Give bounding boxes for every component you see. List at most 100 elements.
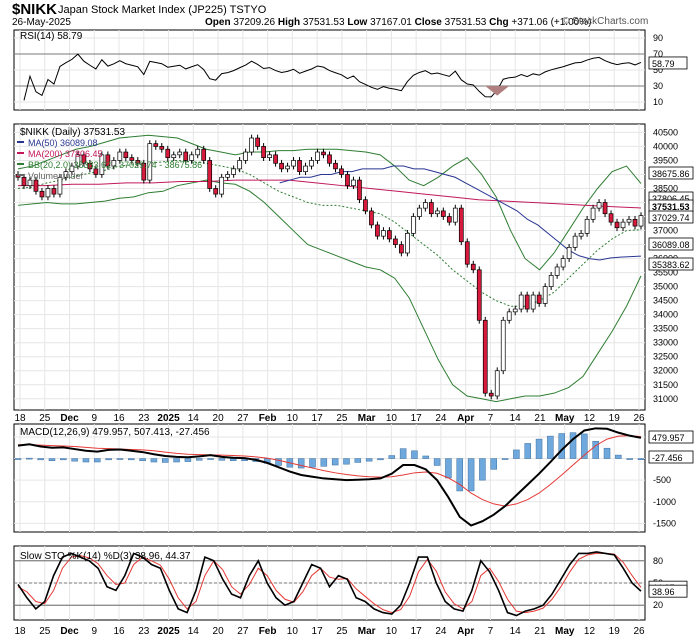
candle-body <box>369 210 374 226</box>
legend-entry: Volume undef <box>28 171 84 181</box>
macd-histogram-bar <box>377 458 384 461</box>
candle-body <box>393 238 398 245</box>
macd-histogram-bar <box>399 448 407 459</box>
candle-body <box>482 319 488 394</box>
macd-histogram-bar <box>94 458 101 463</box>
x-tick-label: 2025 <box>157 626 180 637</box>
candle-body <box>273 154 278 164</box>
legend-entry: MA(200) 37806.45 <box>28 149 103 159</box>
macd-histogram-bar <box>365 458 373 462</box>
macd-histogram-bar <box>388 455 396 459</box>
macd-histogram-bar <box>82 458 90 463</box>
y-tick-label: -1500 <box>653 518 676 528</box>
x-tick-label: Mar <box>358 413 376 424</box>
macd-histogram-bar <box>37 458 44 461</box>
x-tick-label: 9 <box>91 413 97 424</box>
x-tick-label: 18 <box>14 413 26 424</box>
candle-body <box>428 202 434 215</box>
y-tick-label: 31000 <box>653 394 678 404</box>
x-tick-label: 25 <box>39 626 51 637</box>
price-value-box <box>648 166 694 180</box>
x-tick-label: 7 <box>488 626 494 637</box>
candle-body <box>584 218 590 234</box>
candle-body <box>33 179 39 192</box>
open-value: 37209.26 <box>233 17 276 28</box>
candle-body <box>506 311 512 321</box>
x-tick-label: 21 <box>534 626 546 637</box>
macd-value-box <box>648 430 694 444</box>
macd-title: MACD(12,26,9) 479.957, 507.413, -27.456 <box>20 427 210 438</box>
candle-body <box>123 151 129 158</box>
candle-body <box>153 143 159 147</box>
macd-histogram-bar <box>60 458 67 461</box>
candle-body <box>476 269 482 321</box>
candle-body <box>135 160 141 164</box>
candle-body <box>27 179 33 187</box>
macd-histogram-bar <box>637 458 645 460</box>
x-tick-label: May <box>555 626 575 637</box>
legend-swatch <box>17 174 24 176</box>
y-tick-label: 32500 <box>653 352 678 362</box>
candle-body <box>195 148 201 156</box>
candle-body <box>99 154 105 175</box>
sto-k-line <box>17 551 642 617</box>
x-tick-label: Dec <box>60 413 79 424</box>
macd-histogram-bar <box>331 458 339 466</box>
macd-histogram-bar <box>184 458 192 462</box>
candle-body <box>237 160 242 170</box>
macd-histogram-bar <box>14 458 22 460</box>
candle-body <box>405 233 410 254</box>
legend-swatch <box>17 141 24 143</box>
macd-histogram-bar <box>581 433 588 459</box>
x-tick-label: May <box>555 413 575 424</box>
exchange: TSTYO <box>229 4 267 16</box>
macd-histogram-bar <box>229 458 237 461</box>
macd-histogram-bar <box>297 458 305 469</box>
candle-body <box>602 202 608 215</box>
x-tick-label: 9 <box>91 626 97 637</box>
candle-body <box>620 221 626 229</box>
legend-entry: BB(20,2.0) 35383.62 - 37029.74 - 38675.8… <box>28 160 202 170</box>
chg-value: +371.06 (+1.00%) <box>511 17 592 28</box>
candle-body <box>141 162 147 181</box>
x-tick-label: 19 <box>609 626 621 637</box>
macd-line <box>17 427 642 527</box>
candle-body <box>165 148 171 158</box>
x-tick-label: 18 <box>14 626 26 637</box>
candle-body <box>464 241 470 265</box>
x-tick-label: 19 <box>609 413 621 424</box>
macd-histogram-bar <box>433 458 441 466</box>
x-tick-label: 24 <box>435 413 447 424</box>
candle-body <box>321 151 326 156</box>
y-tick-label: 40000 <box>653 141 678 151</box>
price-value-label: 37029.74 <box>652 213 690 223</box>
rsi-oversold-fill <box>485 86 510 96</box>
macd-value-label: -27.456 <box>652 453 683 463</box>
macd-histogram-bar <box>207 458 214 460</box>
x-tick-label: 10 <box>386 413 398 424</box>
x-tick-label: 24 <box>435 626 447 637</box>
sto-value-label: 38.96 <box>652 587 675 597</box>
macd-histogram-bar <box>592 441 599 459</box>
y-tick-label: 31500 <box>653 380 678 390</box>
candle-body <box>45 188 51 198</box>
open-label: Open <box>205 17 231 28</box>
x-tick-label: 10 <box>287 626 299 637</box>
y-tick-label: 90 <box>653 33 663 43</box>
rsi-title: RSI(14) 58.79 <box>20 31 83 42</box>
instrument-name: Japan Stock Market Index (JP225) TSTYO <box>58 4 266 16</box>
candle-body <box>339 168 344 175</box>
macd-histogram-bar <box>456 458 464 492</box>
x-tick-label: 23 <box>138 626 150 637</box>
candle-body <box>560 258 566 268</box>
low-label: Low <box>347 17 368 28</box>
price-value-box <box>648 210 694 224</box>
candle-body <box>63 171 69 178</box>
x-tick-label: 16 <box>113 626 125 637</box>
candle-body <box>75 154 81 167</box>
ma200-line <box>18 179 642 209</box>
x-tick-label: 17 <box>312 626 324 637</box>
candle-body <box>171 154 177 158</box>
candle-body <box>189 154 195 161</box>
y-tick-label: 80 <box>653 556 663 566</box>
